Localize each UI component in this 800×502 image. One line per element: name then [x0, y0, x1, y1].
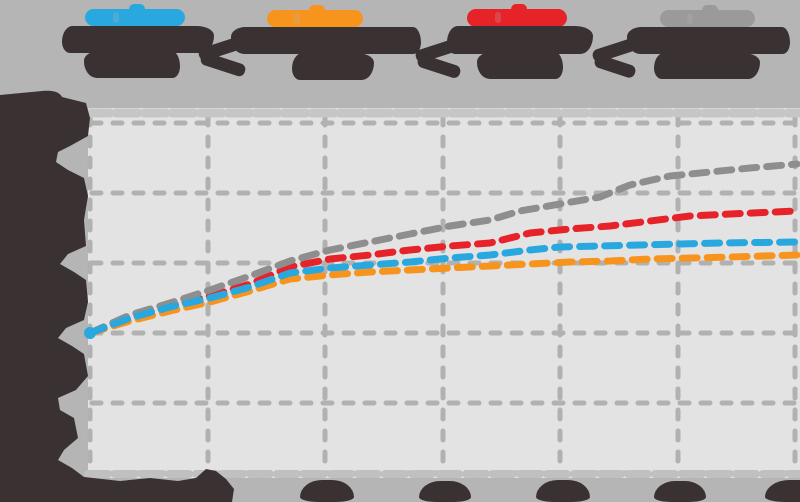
legend-blob-connector [199, 51, 247, 78]
series-line-red [86, 207, 800, 337]
legend-marker-3 [467, 4, 567, 27]
legend-label-blob-4a [627, 27, 790, 54]
legend-label-blob-4b [654, 53, 760, 79]
x-tick-label-blob-3 [419, 481, 471, 502]
legend-label-blob-2a [231, 27, 421, 54]
legend-label-blob-3a [447, 26, 593, 54]
legend-marker-4 [660, 5, 755, 27]
legend-label-blob-3b [477, 52, 563, 79]
legend-label-blob-2b [292, 53, 374, 80]
series-line-gray [86, 160, 800, 337]
legend [0, 0, 800, 90]
series-start-marker [84, 327, 96, 339]
legend-blob-connector [416, 53, 462, 80]
legend-label-blob-1b [84, 51, 180, 78]
axis-text-blob-shape [0, 90, 234, 502]
x-tick-label-blob-4 [536, 480, 590, 502]
x-tick-label-blob-2 [300, 480, 354, 502]
legend-marker-1 [85, 4, 185, 26]
series-line-blue [86, 238, 800, 337]
legend-label-blob-1a [62, 26, 214, 53]
x-tick-label-blob-5 [654, 481, 706, 502]
x-tick-label-blob-6 [765, 480, 800, 502]
legend-blob-connector [593, 53, 637, 80]
legend-marker-2 [267, 5, 363, 27]
series-line-orange [86, 251, 800, 337]
